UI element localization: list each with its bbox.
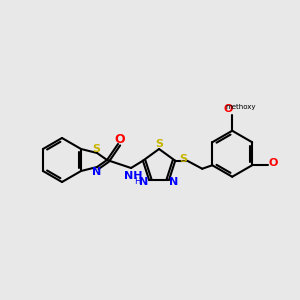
Text: methoxy: methoxy — [225, 104, 256, 110]
Text: O: O — [115, 134, 125, 146]
Text: O: O — [224, 104, 233, 114]
Text: O: O — [268, 158, 278, 168]
Text: S: S — [155, 139, 163, 149]
Text: NH: NH — [124, 171, 142, 181]
Text: N: N — [92, 167, 102, 177]
Text: H: H — [134, 178, 140, 187]
Text: N: N — [169, 177, 179, 187]
Text: N: N — [140, 177, 149, 187]
Text: S: S — [92, 144, 100, 154]
Text: S: S — [179, 154, 187, 164]
